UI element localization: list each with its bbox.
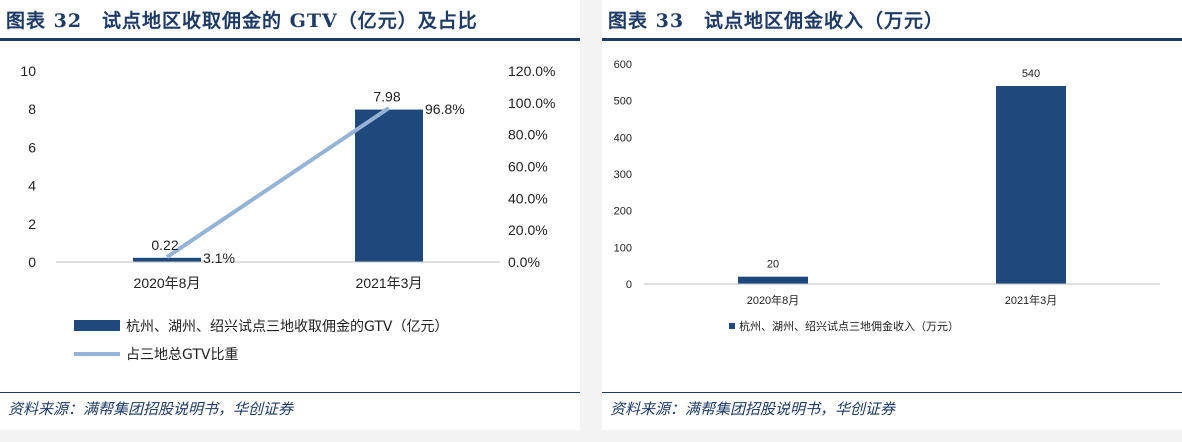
legend-label-bar: 杭州、湖州、绍兴试点三地佣金收入（万元） [739, 319, 959, 333]
y-tick-label: 600 [614, 59, 632, 71]
bar-data-label: 540 [1022, 68, 1040, 80]
bar-data-label: 7.98 [373, 89, 400, 105]
commission-bar [996, 86, 1066, 284]
gtv-bar [355, 109, 423, 262]
chart-panel-gtv: 图表 32 试点地区收取佣金的 GTV（亿元）及占比 0 2 4 6 8 10 0.0% 20… [0, 0, 580, 430]
y-tick-label: 10 [20, 63, 36, 79]
bar-data-label: 20 [767, 259, 779, 271]
legend-swatch-bar [729, 323, 735, 329]
gtv-bar [133, 257, 201, 262]
y-tick-label: 4 [28, 178, 36, 194]
legend-label-bar: 杭州、湖州、绍兴试点三地收取佣金的GTV（亿元） [126, 319, 448, 335]
y2-tick-label: 60.0% [508, 159, 548, 175]
line-data-label: 3.1% [203, 250, 235, 266]
line-data-label: 96.8% [425, 101, 465, 117]
legend-label-line: 占三地总GTV比重 [126, 347, 238, 363]
y-tick-label: 500 [614, 96, 632, 108]
y2-tick-label: 120.0% [508, 63, 555, 79]
source-rule [602, 392, 1182, 393]
source-note-gtv: 资料来源：满帮集团招股说明书，华创证券 [8, 400, 294, 418]
y2-tick-label: 40.0% [508, 190, 548, 206]
y-tick-label: 0 [28, 254, 36, 270]
y-tick-label: 100 [614, 242, 632, 254]
gtv-chart-svg: 02468100.0%20.0%40.0%60.0%80.0%100.0%120… [20, 63, 555, 363]
source-note-commission: 资料来源：满帮集团招股说明书，华创证券 [610, 400, 896, 418]
x-tick-label: 2021年3月 [1005, 293, 1058, 307]
commission-bar [738, 276, 808, 284]
y-tick-label: 300 [614, 169, 632, 181]
y2-tick-label: 0.0% [508, 254, 540, 270]
y2-tick-label: 80.0% [508, 127, 548, 143]
title-rule [0, 38, 580, 41]
y2-tick-label: 100.0% [508, 95, 555, 111]
x-tick-label: 2020年8月 [747, 293, 800, 307]
chart-panel-commission: 图表 33 试点地区佣金收入（万元） 0 100 200 300 400 500 600 20… [602, 0, 1182, 430]
y-tick-label: 8 [28, 101, 36, 117]
y-tick-label: 2 [28, 216, 36, 232]
y-tick-label: 6 [28, 139, 36, 155]
chart-title-commission: 图表 33 试点地区佣金收入（万元） [608, 10, 945, 32]
commission-chart-svg: 0 100 200 300 400 500 600 20 540 2020年8月 2021年3月杭州… [614, 59, 1160, 333]
share-line [165, 106, 391, 259]
chart-title-gtv: 图表 32 试点地区收取佣金的 GTV（亿元）及占比 [6, 10, 478, 32]
y-tick-label: 400 [614, 132, 632, 144]
page-footer-strip [0, 430, 1182, 442]
x-tick-label: 2020年8月 [134, 275, 201, 291]
y-tick-label: 0 [626, 279, 632, 291]
title-rule [602, 38, 1182, 41]
bar-data-label: 0.22 [151, 237, 178, 253]
x-tick-label: 2021年3月 [356, 275, 423, 291]
legend-swatch-bar [74, 320, 120, 331]
y-tick-label: 200 [614, 206, 632, 218]
y2-tick-label: 20.0% [508, 222, 548, 238]
source-rule [0, 392, 580, 393]
